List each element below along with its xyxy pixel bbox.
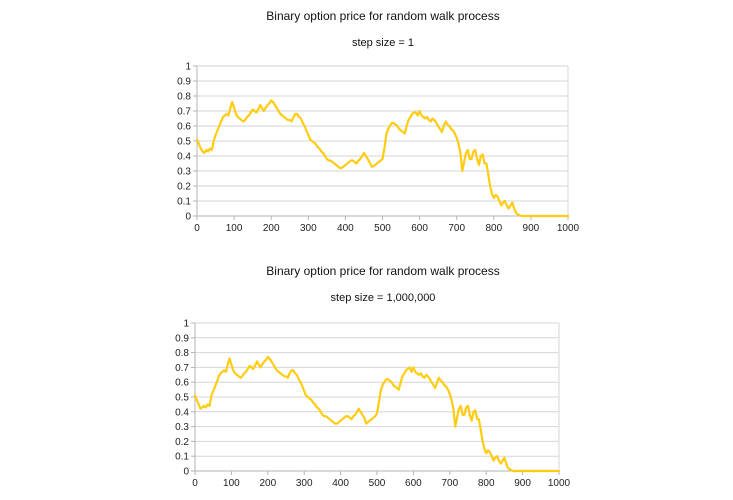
chart-title: Binary option price for random walk proc… [266, 264, 499, 278]
y-tick-label: 0.1 [175, 452, 189, 463]
x-tick-label: 800 [478, 478, 495, 489]
y-tick-label: 0.9 [175, 333, 189, 344]
x-tick-label: 400 [332, 478, 349, 489]
x-tick-label: 900 [514, 478, 531, 489]
x-tick-label: 600 [405, 478, 422, 489]
plot-area [195, 99, 570, 218]
y-tick-labels: 0 0.1 0.2 0.3 0.4 0.5 0.6 0.7 0.8 0.9 1 [177, 62, 191, 223]
plot-area [193, 355, 561, 473]
axes [191, 322, 560, 475]
y-tick-label: 0.8 [177, 92, 191, 103]
y-tick-label: 0.6 [175, 378, 189, 389]
y-tick-label: 0.5 [177, 137, 191, 148]
y-tick-label: 0.5 [175, 393, 189, 404]
x-tick-label: 300 [296, 478, 313, 489]
y-tick-label: 0.8 [175, 348, 189, 359]
x-tick-labels: 0 100 200 300 400 500 600 700 800 900 1000 [194, 223, 579, 234]
gridlines [195, 322, 560, 471]
y-tick-label: 0.6 [177, 122, 191, 133]
series-line-price [193, 355, 561, 473]
chart-step-size-1000000: Binary option price for random walk proc… [175, 264, 570, 489]
y-tick-label: 0 [185, 212, 191, 223]
y-tick-label: 0 [183, 467, 189, 478]
y-tick-label: 0.9 [177, 77, 191, 88]
y-tick-label: 0.2 [177, 182, 191, 193]
x-tick-labels: 0 100 200 300 400 500 600 700 800 900 1000 [192, 478, 570, 489]
y-tick-label: 0.4 [177, 152, 191, 163]
y-tick-label: 1 [185, 62, 191, 73]
x-tick-label: 0 [194, 223, 200, 234]
y-tick-label: 0.7 [177, 107, 191, 118]
x-tick-label: 100 [223, 478, 240, 489]
x-tick-label: 1000 [548, 478, 571, 489]
x-tick-label: 500 [369, 478, 386, 489]
x-tick-label: 800 [485, 223, 502, 234]
x-tick-label: 700 [441, 478, 458, 489]
x-tick-label: 1000 [557, 223, 580, 234]
chart-title: Binary option price for random walk proc… [266, 9, 499, 23]
y-tick-label: 0.4 [175, 407, 189, 418]
x-tick-label: 600 [411, 223, 428, 234]
x-tick-label: 200 [259, 478, 276, 489]
chart-step-size-1: Binary option price for random walk proc… [177, 9, 579, 234]
x-tick-label: 200 [263, 223, 280, 234]
y-tick-label: 0.1 [177, 197, 191, 208]
x-tick-label: 700 [448, 223, 465, 234]
x-tick-label: 300 [300, 223, 317, 234]
y-tick-label: 0.7 [175, 363, 189, 374]
y-tick-label: 0.3 [175, 422, 189, 433]
x-tick-label: 900 [523, 223, 540, 234]
y-tick-label: 1 [183, 319, 189, 330]
chart-subtitle: step size = 1 [352, 37, 414, 49]
y-tick-label: 0.3 [177, 167, 191, 178]
y-tick-label: 0.2 [175, 437, 189, 448]
series-line-price [195, 99, 570, 218]
chart-subtitle: step size = 1,000,000 [331, 292, 436, 304]
gridlines [197, 65, 569, 216]
x-tick-label: 100 [226, 223, 243, 234]
y-tick-labels: 0 0.1 0.2 0.3 0.4 0.5 0.6 0.7 0.8 0.9 1 [175, 319, 189, 478]
x-tick-label: 0 [192, 478, 198, 489]
axes [193, 65, 569, 220]
x-tick-label: 500 [374, 223, 391, 234]
x-tick-label: 400 [337, 223, 354, 234]
